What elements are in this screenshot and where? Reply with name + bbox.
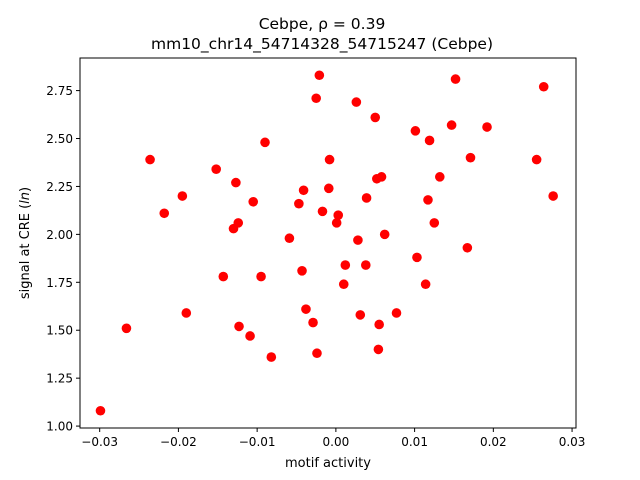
data-point <box>531 154 542 165</box>
x-axis-label: motif activity <box>285 456 371 471</box>
x-tick-label: −0.01 <box>239 435 276 449</box>
data-point <box>391 308 402 318</box>
data-point <box>333 210 344 220</box>
data-point <box>420 279 431 290</box>
data-point <box>446 120 457 130</box>
data-point <box>373 344 384 355</box>
plot-frame <box>79 57 577 429</box>
data-point <box>159 208 170 219</box>
data-point <box>370 112 381 123</box>
data-point <box>266 352 277 362</box>
data-point <box>211 164 221 174</box>
data-point <box>429 218 440 228</box>
data-point <box>256 271 266 282</box>
data-point <box>410 126 421 136</box>
data-point <box>482 122 492 132</box>
data-point <box>361 193 372 203</box>
y-tick-label: 2.50 <box>46 132 73 146</box>
data-point <box>260 137 270 148</box>
data-point <box>450 74 461 84</box>
data-point <box>301 304 311 314</box>
data-point <box>312 348 322 359</box>
data-point <box>548 191 558 201</box>
y-tick-label: 2.75 <box>46 84 73 98</box>
y-tick-label: 2.25 <box>46 180 73 194</box>
data-point <box>284 233 295 244</box>
data-point <box>424 135 435 146</box>
data-point <box>248 196 259 207</box>
data-point <box>353 235 363 245</box>
data-point <box>340 260 351 270</box>
data-point <box>374 319 384 330</box>
data-point <box>462 242 473 253</box>
y-axis-label: signal at CRE (ln) <box>18 187 33 299</box>
data-point <box>231 177 241 188</box>
data-point <box>145 154 155 165</box>
data-point <box>412 252 422 263</box>
data-point <box>435 172 445 182</box>
x-tick-label: 0.02 <box>480 435 507 449</box>
y-tick-label: 1.50 <box>46 324 73 338</box>
data-point <box>465 152 476 163</box>
data-point <box>181 308 192 318</box>
data-points <box>95 70 558 416</box>
data-point <box>351 97 362 107</box>
data-point <box>234 321 244 332</box>
data-point <box>245 331 255 341</box>
x-axis-ticks: −0.03 −0.02 −0.01 0.00 0.01 0.02 0.03 <box>81 428 585 449</box>
data-point <box>298 185 309 196</box>
y-tick-label: 2.00 <box>46 228 73 242</box>
data-point <box>538 81 549 92</box>
data-point <box>331 218 342 228</box>
chart-title-line2: mm10_chr14_54714328_54715247 (Cebpe) <box>151 35 493 54</box>
data-point <box>314 70 325 81</box>
data-point <box>177 191 188 201</box>
data-point <box>297 266 307 276</box>
data-point <box>317 206 328 217</box>
data-point <box>294 198 304 209</box>
y-tick-label: 1.25 <box>46 372 73 386</box>
y-tick-label: 1.00 <box>46 420 73 434</box>
x-tick-label: −0.02 <box>160 435 197 449</box>
data-point <box>121 323 132 334</box>
x-tick-label: 0.01 <box>401 435 428 449</box>
data-point <box>423 195 433 205</box>
data-point <box>323 183 334 194</box>
data-point <box>308 317 318 328</box>
x-tick-label: −0.03 <box>81 435 118 449</box>
data-point <box>379 229 390 240</box>
data-point <box>218 271 229 282</box>
x-tick-label: 0.03 <box>559 435 586 449</box>
data-point <box>360 260 371 270</box>
y-axis-ticks: 1.00 1.25 1.50 1.75 2.00 2.25 2.50 2.75 <box>46 84 80 434</box>
data-point <box>311 93 321 104</box>
data-point <box>355 310 366 320</box>
data-point <box>233 218 244 228</box>
y-tick-label: 1.75 <box>46 276 73 290</box>
data-point <box>324 154 335 165</box>
data-point <box>376 172 387 182</box>
data-point <box>95 405 106 416</box>
data-point <box>338 279 349 290</box>
x-tick-label: 0.00 <box>323 435 350 449</box>
chart-title-line1: Cebpe, ρ = 0.39 <box>259 15 386 33</box>
